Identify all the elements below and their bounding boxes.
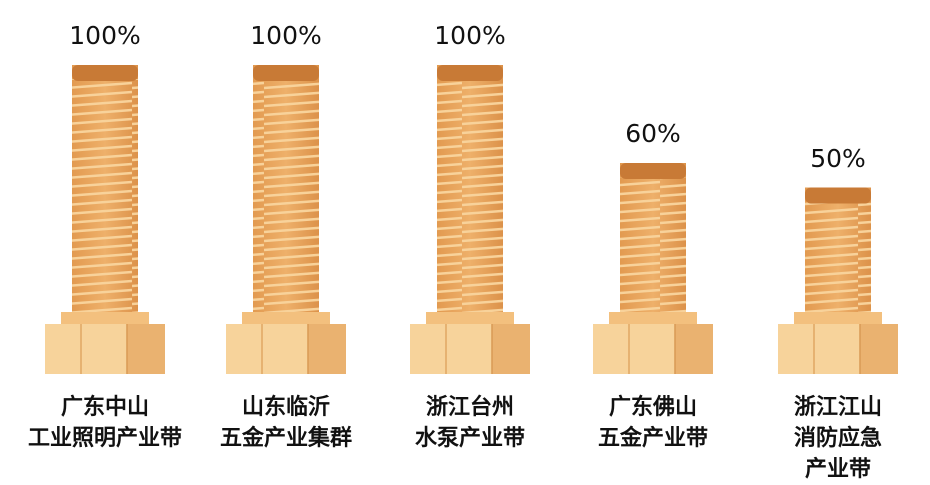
category-label: 浙江江山 消防应急产业带 (793, 395, 882, 482)
bolt-cap (620, 163, 686, 179)
bolt-thread (620, 177, 686, 318)
category-label: 广东佛山 五金产业带 (597, 395, 709, 451)
bolt-cap (72, 65, 138, 81)
nut-side (308, 324, 346, 374)
page: (() => { const data = JSON.parse(documen… (27, 21, 898, 482)
nut-side (675, 324, 713, 374)
washer (426, 312, 514, 324)
bolt-thread (253, 79, 319, 318)
washer (609, 312, 697, 324)
category-label: 山东临沂 五金产业集群 (219, 395, 353, 451)
bolt-thread (72, 79, 138, 318)
category-label: 浙江台州 水泵产业带 (414, 395, 526, 451)
bolt-thread (805, 201, 871, 318)
washer (61, 312, 149, 324)
bolt-thread (437, 79, 503, 318)
bolt-cap (437, 65, 503, 81)
nut-side (860, 324, 898, 374)
value-label: 50% (810, 143, 866, 173)
bolt-cap (805, 187, 871, 204)
category-label: 广东中山 工业照明产业带 (27, 395, 183, 451)
value-label: 100% (69, 21, 141, 50)
chart (45, 65, 898, 374)
nut-side (127, 324, 165, 374)
washer (794, 312, 882, 324)
value-label: 60% (625, 119, 681, 148)
bolt-cap (253, 65, 319, 81)
value-label: 100% (434, 21, 506, 50)
washer (242, 312, 330, 324)
value-label: 100% (250, 21, 322, 50)
nut-side (492, 324, 530, 374)
